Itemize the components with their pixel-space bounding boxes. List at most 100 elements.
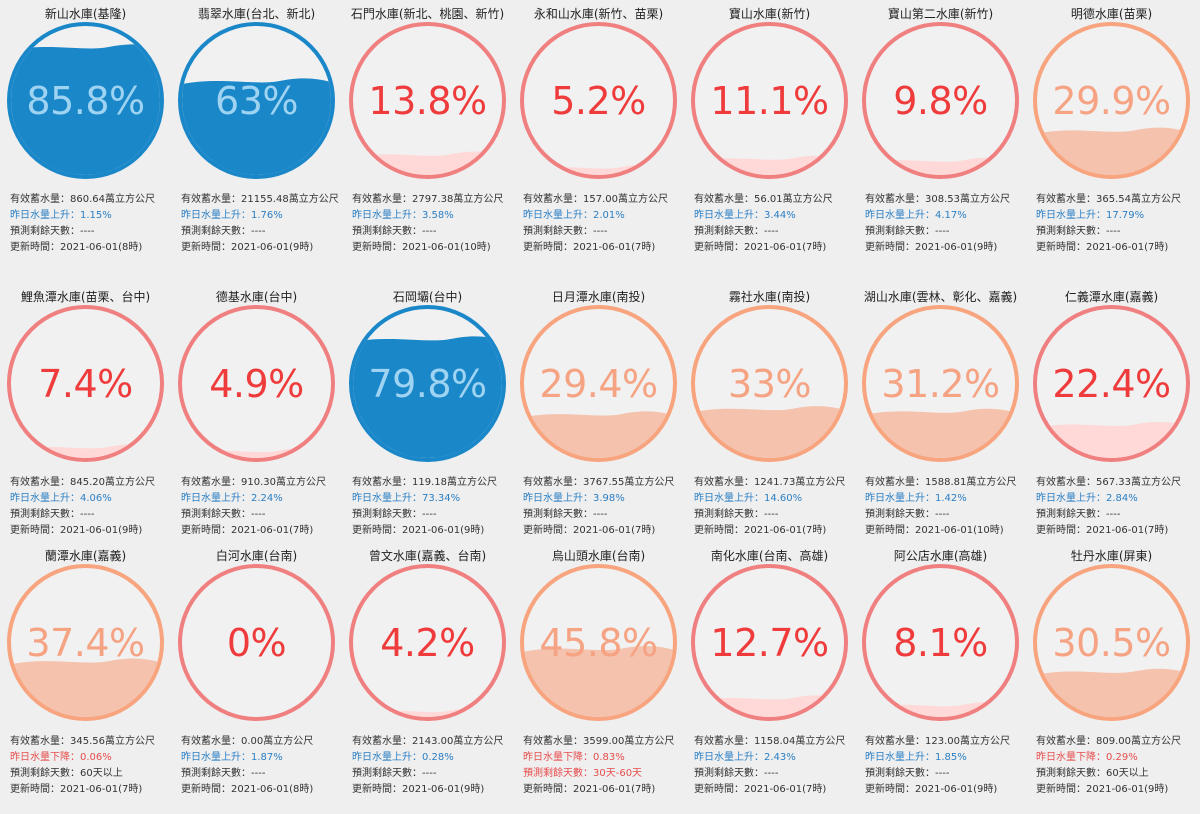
water-fill xyxy=(866,408,1015,458)
change-text: 昨日水量下降：0.83% xyxy=(523,752,625,763)
reservoir-info: 有效蓄水量：1241.73萬立方公尺 昨日水量上升：14.60% 預測剩餘天數：--… xyxy=(694,475,855,539)
reservoir-info: 有效蓄水量：119.18萬立方公尺 昨日水量上升：73.34% 預測剩餘天數：---… xyxy=(352,475,513,539)
reservoir-info: 有效蓄水量：365.54萬立方公尺 昨日水量上升：17.79% 預測剩餘天數：---… xyxy=(1036,192,1197,256)
reservoir-name: 霧社水庫(南投) xyxy=(728,290,811,304)
reservoir-name: 明德水庫(苗栗) xyxy=(1070,7,1153,21)
reservoir-info: 有效蓄水量：308.53萬立方公尺 昨日水量上升：4.17% 預測剩餘天數：----… xyxy=(865,192,1026,256)
reservoir-name: 湖山水庫(雲林、彰化、嘉義) xyxy=(863,290,1018,304)
updated-text: 更新時間：2021-06-01(7時) xyxy=(694,784,827,795)
water-fill xyxy=(182,78,331,175)
updated-text: 更新時間：2021-06-01(7時) xyxy=(1036,525,1169,536)
water-fill xyxy=(695,695,844,717)
reservoir-info: 有效蓄水量：3599.00萬立方公尺 昨日水量下降：0.83% 預測剩餘天數：30天… xyxy=(523,734,684,798)
water-level-gauge: 30.5% xyxy=(1033,564,1190,721)
days-remaining-text: 預測剩餘天數：---- xyxy=(694,509,779,520)
reservoir-name: 石岡壩(台中) xyxy=(392,290,463,304)
updated-text: 更新時間：2021-06-01(7時) xyxy=(181,525,314,536)
storage-text: 有效蓄水量：21155.48萬立方公尺 xyxy=(181,194,339,205)
change-text: 昨日水量上升：3.44% xyxy=(694,210,796,221)
updated-text: 更新時間：2021-06-01(7時) xyxy=(523,784,656,795)
water-level-gauge: 79.8% xyxy=(349,305,506,462)
percentage-value: 33% xyxy=(728,361,811,406)
water-level-gauge: 12.7% xyxy=(691,564,848,721)
change-text: 昨日水量上升：1.85% xyxy=(865,752,967,763)
reservoir-name: 仁義潭水庫(嘉義) xyxy=(1064,290,1159,304)
reservoir-name: 鯉魚潭水庫(苗栗、台中) xyxy=(20,290,151,304)
updated-text: 更新時間：2021-06-01(9時) xyxy=(865,242,998,253)
change-text: 昨日水量上升：4.17% xyxy=(865,210,967,221)
water-fill xyxy=(1037,127,1186,175)
water-level-gauge: 63% xyxy=(178,22,335,179)
water-fill xyxy=(866,157,1015,175)
water-fill xyxy=(11,444,160,458)
reservoir-name: 日月潭水庫(南投) xyxy=(551,290,646,304)
days-remaining-text: 預測剩餘天數：---- xyxy=(694,226,779,237)
reservoir-name: 烏山頭水庫(台南) xyxy=(551,549,646,563)
storage-text: 有效蓄水量：1588.81萬立方公尺 xyxy=(865,477,1017,488)
days-remaining-text: 預測剩餘天數：---- xyxy=(1036,509,1121,520)
updated-text: 更新時間：2021-06-01(7時) xyxy=(1036,242,1169,253)
change-text: 昨日水量上升：2.84% xyxy=(1036,493,1138,504)
percentage-value: 29.4% xyxy=(539,361,658,406)
storage-text: 有效蓄水量：567.33萬立方公尺 xyxy=(1036,477,1181,488)
water-fill xyxy=(353,151,502,175)
reservoir-name: 曾文水庫(嘉義、台南) xyxy=(368,549,487,563)
days-remaining-text: 預測剩餘天數：---- xyxy=(352,768,437,779)
water-wave xyxy=(182,447,331,458)
updated-text: 更新時間：2021-06-01(10時) xyxy=(865,525,1004,536)
water-wave xyxy=(11,444,160,458)
change-text: 昨日水量上升：2.43% xyxy=(694,752,796,763)
percentage-value: 31.2% xyxy=(881,361,1000,406)
days-remaining-text: 預測剩餘天數：---- xyxy=(10,509,95,520)
reservoir-info: 有效蓄水量：345.56萬立方公尺 昨日水量下降：0.06% 預測剩餘天數：60天以… xyxy=(10,734,171,798)
updated-text: 更新時間：2021-06-01(7時) xyxy=(694,242,827,253)
days-remaining-text: 預測剩餘天數：---- xyxy=(523,226,608,237)
days-remaining-text: 預測剩餘天數：---- xyxy=(10,226,95,237)
reservoir-info: 有效蓄水量：0.00萬立方公尺 昨日水量上升：1.87% 預測剩餘天數：---- 更新… xyxy=(181,734,342,798)
updated-text: 更新時間：2021-06-01(7時) xyxy=(694,525,827,536)
reservoir-info: 有效蓄水量：157.00萬立方公尺 昨日水量上升：2.01% 預測剩餘天數：----… xyxy=(523,192,684,256)
percentage-value: 4.9% xyxy=(209,361,304,406)
water-fill xyxy=(524,164,673,175)
change-text: 昨日水量下降：0.06% xyxy=(10,752,112,763)
updated-text: 更新時間：2021-06-01(7時) xyxy=(523,525,656,536)
change-text: 昨日水量上升：1.87% xyxy=(181,752,283,763)
days-remaining-text: 預測剩餘天數：60天以上 xyxy=(10,768,123,779)
storage-text: 有效蓄水量：56.01萬立方公尺 xyxy=(694,194,833,205)
water-level-gauge: 45.8% xyxy=(520,564,677,721)
water-level-gauge: 31.2% xyxy=(862,305,1019,462)
water-level-gauge: 11.1% xyxy=(691,22,848,179)
reservoir-info: 有效蓄水量：123.00萬立方公尺 昨日水量上升：1.85% 預測剩餘天數：----… xyxy=(865,734,1026,798)
reservoir-name: 石門水庫(新北、桃園、新竹) xyxy=(350,7,505,21)
water-level-gauge: 4.2% xyxy=(349,564,506,721)
water-fill xyxy=(1037,421,1186,458)
percentage-value: 0% xyxy=(226,620,287,665)
change-text: 昨日水量上升：1.42% xyxy=(865,493,967,504)
water-level-gauge: 8.1% xyxy=(862,564,1019,721)
change-text: 昨日水量上升：2.01% xyxy=(523,210,625,221)
storage-text: 有效蓄水量：3599.00萬立方公尺 xyxy=(523,736,675,747)
water-level-gauge: 13.8% xyxy=(349,22,506,179)
water-wave xyxy=(1037,421,1186,458)
percentage-value: 12.7% xyxy=(710,620,829,665)
water-level-gauge: 29.4% xyxy=(520,305,677,462)
reservoir-info: 有效蓄水量：1588.81萬立方公尺 昨日水量上升：1.42% 預測剩餘天數：---… xyxy=(865,475,1026,539)
updated-text: 更新時間：2021-06-01(7時) xyxy=(523,242,656,253)
water-fill xyxy=(695,155,844,175)
storage-text: 有效蓄水量：845.20萬立方公尺 xyxy=(10,477,155,488)
days-remaining-text: 預測剩餘天數：---- xyxy=(181,768,266,779)
storage-text: 有效蓄水量：1158.04萬立方公尺 xyxy=(694,736,846,747)
percentage-value: 7.4% xyxy=(38,361,133,406)
storage-text: 有效蓄水量：365.54萬立方公尺 xyxy=(1036,194,1181,205)
reservoir-info: 有效蓄水量：567.33萬立方公尺 昨日水量上升：2.84% 預測剩餘天數：----… xyxy=(1036,475,1197,539)
percentage-value: 37.4% xyxy=(26,620,145,665)
water-fill xyxy=(11,44,160,175)
percentage-value: 5.2% xyxy=(551,78,646,123)
water-wave xyxy=(1037,127,1186,175)
water-wave xyxy=(524,645,673,717)
reservoir-info: 有效蓄水量：2143.00萬立方公尺 昨日水量上升：0.28% 預測剩餘天數：---… xyxy=(352,734,513,798)
change-text: 昨日水量下降：0.29% xyxy=(1036,752,1138,763)
days-remaining-text: 預測剩餘天數：---- xyxy=(181,226,266,237)
water-wave xyxy=(182,78,331,175)
